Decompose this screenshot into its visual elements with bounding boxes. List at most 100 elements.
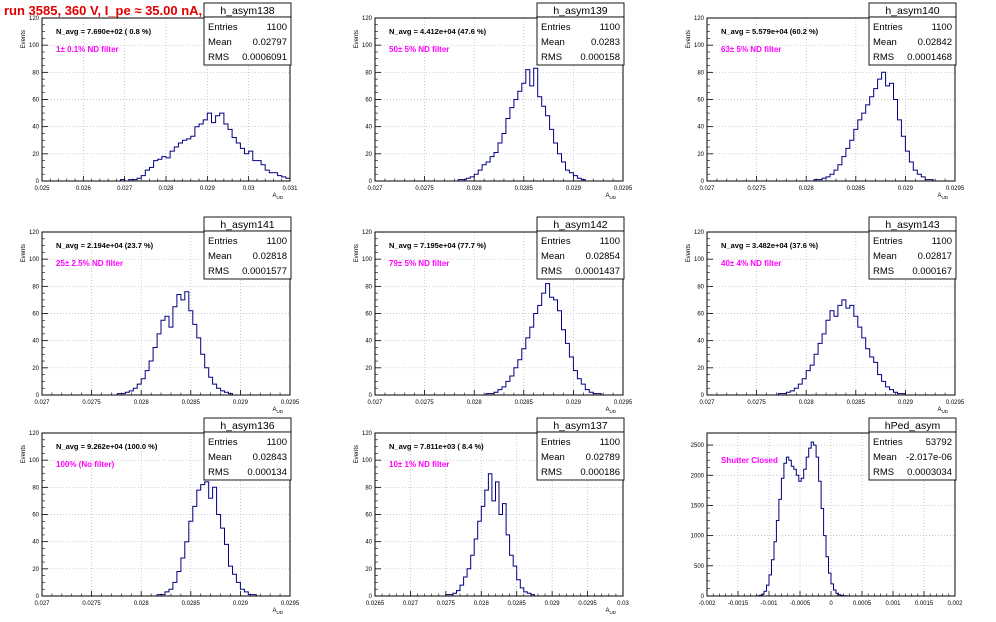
histogram-line	[375, 67, 623, 182]
x-tick-label: 0.0265	[366, 601, 385, 607]
x-tick-label: 0.029	[233, 601, 249, 607]
navg-annotation: N_avg = 4.412e+04 (47.6 %)	[389, 27, 487, 36]
stats-box	[203, 431, 292, 481]
x-tick-label: -0.0005	[790, 601, 811, 607]
stats-value: 1100	[600, 437, 620, 448]
histogram-line	[375, 283, 623, 396]
x-tick-label: 0.029	[898, 400, 914, 406]
stats-value: 0.000158	[580, 52, 620, 63]
x-tick-label: 0.0005	[853, 601, 872, 607]
navg-annotation: N_avg = 9.262e+04 (100.0 %)	[56, 442, 158, 451]
y-tick-label: 100	[694, 257, 705, 263]
x-tick-label: 0.0285	[847, 186, 866, 192]
y-tick-label: 100	[362, 458, 373, 464]
stats-value: 0.0283	[591, 37, 620, 48]
stats-label: RMS	[541, 52, 562, 63]
y-tick-label: 60	[32, 312, 39, 318]
navg-annotation: N_avg = 3.482e+04 (37.6 %)	[721, 241, 819, 250]
x-tick-label: 0.025	[34, 186, 50, 192]
y-tick-label: 1000	[691, 534, 705, 540]
stats-value: 0.02817	[918, 251, 952, 262]
x-tick-label: 0.0285	[515, 186, 534, 192]
x-tick-label: 0.0285	[182, 400, 201, 406]
filter-annotation: Shutter Closed	[721, 456, 778, 465]
filter-annotation: 40± 4% ND filter	[721, 259, 781, 268]
x-tick-label: 0.028	[467, 400, 483, 406]
stats-label: RMS	[208, 467, 229, 478]
x-tick-label: 0.027	[699, 186, 715, 192]
y-tick-label: 120	[29, 431, 40, 437]
stats-value: 0.000167	[912, 266, 952, 277]
stats-label: RMS	[873, 52, 894, 63]
y-tick-label: 20	[697, 152, 704, 158]
x-tick-label: -0.0015	[728, 601, 749, 607]
filter-annotation: 50± 5% ND filter	[389, 45, 449, 54]
y-tick-label: 120	[362, 431, 373, 437]
stats-box	[868, 431, 957, 481]
navg-annotation: N_avg = 7.690e+02 ( 0.8 %)	[56, 27, 152, 36]
x-axis-label: AUD	[605, 608, 616, 615]
stats-value: 0.0003034	[907, 467, 952, 478]
stats-label: Entries	[541, 437, 571, 448]
stats-label: Mean	[208, 251, 232, 262]
y-tick-label: 0	[369, 179, 373, 185]
x-tick-label: 0.027	[699, 400, 715, 406]
histogram-name: h_asym141	[220, 219, 274, 231]
stats-box	[868, 16, 957, 66]
x-tick-label: 0.0285	[515, 400, 534, 406]
stats-box	[203, 230, 292, 280]
navg-annotation: N_avg = 5.579e+04 (60.2 %)	[721, 27, 819, 36]
y-tick-label: 0	[36, 594, 40, 600]
y-tick-label: 40	[365, 339, 372, 345]
y-tick-label: 0	[701, 393, 705, 399]
y-tick-label: 120	[29, 230, 40, 236]
stats-value: 0.0001468	[907, 52, 952, 63]
stats-value: 1100	[600, 236, 620, 247]
y-tick-label: 0	[369, 393, 373, 399]
stats-label: Mean	[208, 452, 232, 463]
stats-label: Entries	[208, 22, 238, 33]
y-tick-label: 60	[697, 312, 704, 318]
y-axis-label: Events	[21, 244, 27, 262]
x-tick-label: 0.029	[200, 186, 216, 192]
stats-value: 1100	[600, 22, 620, 33]
page-title: run 3585, 360 V, I_pe ≈ 35.00 nA, 120 Hz	[4, 3, 247, 18]
stats-label: RMS	[208, 266, 229, 277]
x-tick-label: 0.029	[566, 400, 582, 406]
histogram-panel-hPed_asym: -0.002 -0.0015 -0.001 -0.0005 0 0.0005 0.001 0.…	[691, 417, 963, 607]
stats-label: Entries	[873, 437, 903, 448]
x-tick-label: -0.001	[760, 601, 778, 607]
y-tick-label: 80	[32, 70, 39, 76]
y-tick-label: 100	[29, 458, 40, 464]
y-tick-label: 80	[32, 284, 39, 290]
y-tick-label: 100	[29, 257, 40, 263]
histogram-line	[707, 299, 955, 396]
filter-annotation: 1± 0.1% ND filter	[56, 45, 119, 54]
x-tick-label: 0.027	[367, 186, 383, 192]
stats-label: Mean	[541, 37, 565, 48]
y-tick-label: 80	[697, 70, 704, 76]
x-tick-label: 0.026	[76, 186, 92, 192]
y-tick-label: 40	[697, 125, 704, 131]
y-tick-label: 20	[32, 152, 39, 158]
y-tick-label: 60	[32, 98, 39, 104]
x-tick-label: 0.0275	[82, 601, 101, 607]
x-axis-label: AUD	[272, 608, 283, 615]
y-tick-label: 120	[694, 230, 705, 236]
x-tick-label: 0.0285	[182, 601, 201, 607]
navg-annotation: N_avg = 7.195e+04 (77.7 %)	[389, 241, 487, 250]
histogram-line	[375, 473, 623, 597]
x-tick-label: 0.029	[545, 601, 561, 607]
stats-label: Mean	[873, 37, 897, 48]
x-tick-label: 0.029	[566, 186, 582, 192]
stats-box	[536, 16, 625, 66]
x-tick-label: -0.002	[698, 601, 716, 607]
stats-label: Mean	[873, 452, 897, 463]
filter-annotation: 25± 2.5% ND filter	[56, 259, 123, 268]
stats-box	[203, 16, 292, 66]
stats-value: 0.02842	[918, 37, 952, 48]
stats-label: Entries	[873, 22, 903, 33]
y-tick-label: 20	[365, 152, 372, 158]
histogram-name: h_asym142	[553, 219, 607, 231]
